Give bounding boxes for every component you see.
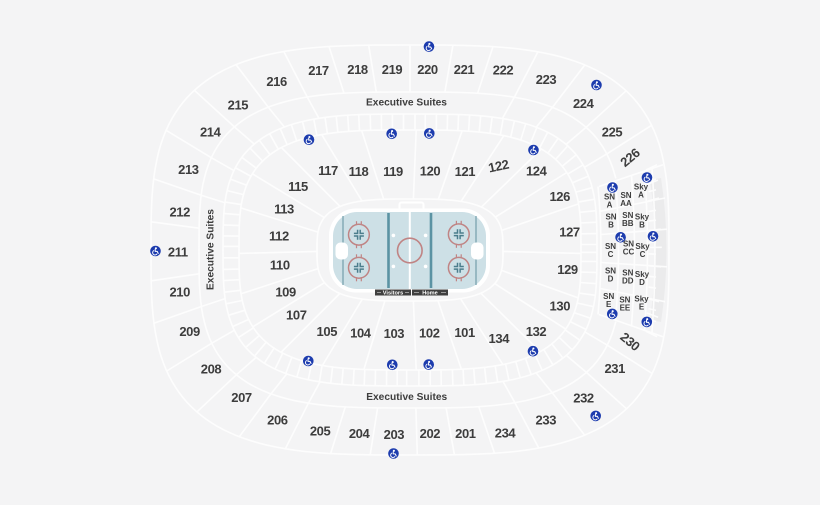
svg-text:E: E bbox=[639, 303, 645, 312]
svg-text:207: 207 bbox=[231, 390, 252, 405]
svg-text:A: A bbox=[638, 191, 644, 200]
svg-text:BB: BB bbox=[622, 219, 634, 228]
svg-text:102: 102 bbox=[419, 325, 440, 340]
svg-text:212: 212 bbox=[169, 204, 190, 219]
svg-text:B: B bbox=[639, 221, 645, 230]
svg-text:225: 225 bbox=[602, 125, 623, 140]
svg-text:B: B bbox=[608, 221, 614, 230]
svg-text:Executive Suites: Executive Suites bbox=[366, 392, 447, 403]
svg-text:117: 117 bbox=[318, 163, 338, 178]
svg-text:220: 220 bbox=[417, 62, 438, 77]
svg-text:231: 231 bbox=[604, 361, 625, 376]
svg-text:202: 202 bbox=[420, 426, 441, 441]
svg-text:D: D bbox=[639, 278, 645, 287]
svg-text:213: 213 bbox=[178, 162, 199, 177]
svg-text:218: 218 bbox=[347, 62, 368, 77]
svg-text:C: C bbox=[608, 250, 614, 259]
svg-text:DD: DD bbox=[622, 276, 634, 285]
svg-text:AA: AA bbox=[620, 199, 632, 208]
svg-text:110: 110 bbox=[270, 258, 290, 273]
svg-text:105: 105 bbox=[317, 324, 338, 339]
svg-text:134: 134 bbox=[489, 331, 511, 346]
svg-text:A: A bbox=[607, 201, 613, 210]
svg-text:E: E bbox=[606, 300, 612, 309]
svg-text:219: 219 bbox=[382, 62, 403, 77]
svg-text:132: 132 bbox=[526, 324, 547, 339]
svg-text:109: 109 bbox=[275, 284, 296, 299]
svg-text:EE: EE bbox=[620, 303, 631, 312]
svg-text:Visitors: Visitors bbox=[383, 291, 403, 297]
svg-text:201: 201 bbox=[455, 426, 476, 441]
svg-text:210: 210 bbox=[169, 284, 190, 299]
svg-text:222: 222 bbox=[493, 63, 514, 78]
svg-text:204: 204 bbox=[349, 426, 371, 441]
svg-text:215: 215 bbox=[228, 98, 249, 113]
svg-text:Home: Home bbox=[422, 291, 438, 297]
svg-text:CC: CC bbox=[623, 248, 635, 257]
svg-text:104: 104 bbox=[350, 325, 372, 340]
svg-text:124: 124 bbox=[526, 164, 548, 179]
svg-text:234: 234 bbox=[495, 426, 517, 441]
svg-text:224: 224 bbox=[573, 96, 595, 111]
svg-text:205: 205 bbox=[310, 424, 331, 439]
svg-text:221: 221 bbox=[454, 62, 475, 77]
svg-text:101: 101 bbox=[454, 325, 475, 340]
svg-text:112: 112 bbox=[269, 229, 289, 244]
svg-text:115: 115 bbox=[288, 179, 308, 194]
svg-text:233: 233 bbox=[536, 413, 557, 428]
svg-text:208: 208 bbox=[201, 361, 222, 376]
svg-text:214: 214 bbox=[200, 124, 222, 139]
svg-text:209: 209 bbox=[179, 324, 200, 339]
svg-text:216: 216 bbox=[266, 74, 287, 89]
svg-text:107: 107 bbox=[286, 308, 307, 323]
svg-text:121: 121 bbox=[455, 164, 476, 179]
svg-text:223: 223 bbox=[536, 72, 557, 87]
svg-text:126: 126 bbox=[549, 189, 570, 204]
svg-text:217: 217 bbox=[308, 63, 329, 78]
svg-text:120: 120 bbox=[420, 164, 441, 179]
svg-text:232: 232 bbox=[573, 391, 594, 406]
svg-text:113: 113 bbox=[274, 202, 294, 217]
svg-text:Executive Suites: Executive Suites bbox=[206, 209, 217, 290]
svg-text:206: 206 bbox=[267, 413, 288, 428]
svg-text:C: C bbox=[640, 250, 646, 259]
svg-text:129: 129 bbox=[557, 262, 578, 277]
svg-text:130: 130 bbox=[550, 299, 571, 314]
svg-text:Executive Suites: Executive Suites bbox=[366, 98, 447, 109]
svg-text:211: 211 bbox=[168, 244, 188, 259]
svg-text:118: 118 bbox=[349, 164, 369, 179]
svg-text:119: 119 bbox=[383, 164, 403, 179]
svg-text:103: 103 bbox=[384, 326, 405, 341]
svg-text:127: 127 bbox=[559, 224, 580, 239]
svg-text:D: D bbox=[608, 275, 614, 284]
svg-text:203: 203 bbox=[384, 427, 405, 442]
